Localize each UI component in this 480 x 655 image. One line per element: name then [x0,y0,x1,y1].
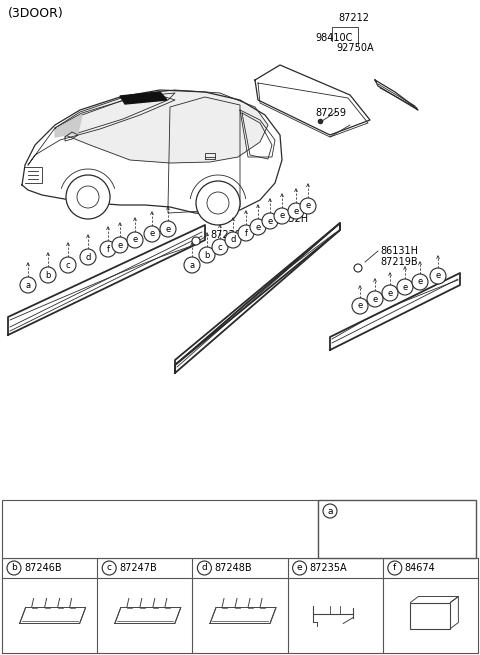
Text: b: b [204,250,210,259]
Text: e: e [402,282,408,291]
Circle shape [354,264,362,272]
Text: 87212: 87212 [338,13,369,23]
Text: 87229B: 87229B [210,230,248,240]
Circle shape [197,561,211,575]
Text: 92750A: 92750A [336,43,373,53]
Text: e: e [435,272,441,280]
Text: e: e [279,212,285,221]
Text: e: e [358,301,362,310]
Circle shape [127,232,143,248]
Circle shape [160,221,176,237]
Text: 87259: 87259 [315,108,346,118]
Text: a: a [25,280,31,290]
Text: 86132H: 86132H [270,214,308,224]
Polygon shape [120,92,167,104]
Circle shape [262,213,278,229]
Text: e: e [132,236,138,244]
Text: 87247B: 87247B [119,563,157,573]
FancyBboxPatch shape [410,603,450,629]
Text: e: e [372,295,378,303]
Polygon shape [55,115,82,137]
Circle shape [212,239,228,255]
Circle shape [274,208,290,224]
Circle shape [199,247,215,263]
Text: 87246B: 87246B [24,563,61,573]
Circle shape [397,279,413,295]
Text: c: c [107,563,112,572]
Circle shape [367,291,383,307]
Text: 87245B: 87245B [340,506,378,516]
Text: e: e [267,217,273,225]
Circle shape [60,257,76,273]
Circle shape [225,232,241,248]
Circle shape [20,277,36,293]
Text: e: e [255,223,261,231]
Circle shape [412,274,428,290]
Text: e: e [305,202,311,210]
Text: f: f [107,244,109,253]
Circle shape [323,504,337,518]
Text: a: a [327,506,333,515]
Text: 87248B: 87248B [215,563,252,573]
Text: e: e [166,225,170,233]
Text: e: e [297,563,302,572]
Text: f: f [244,229,248,238]
Circle shape [112,237,128,253]
Text: c: c [66,261,70,269]
Text: f: f [393,563,396,572]
Circle shape [184,257,200,273]
Polygon shape [55,90,268,163]
Circle shape [192,237,200,245]
Text: e: e [118,240,122,250]
Text: 84674: 84674 [405,563,435,573]
Circle shape [102,561,116,575]
Text: (3DOOR): (3DOOR) [8,7,64,20]
Circle shape [430,268,446,284]
Circle shape [66,175,110,219]
FancyBboxPatch shape [318,500,476,558]
FancyBboxPatch shape [2,500,318,558]
Text: e: e [149,229,155,238]
Circle shape [144,226,160,242]
Text: a: a [190,261,194,269]
Text: c: c [218,242,222,252]
Circle shape [293,561,307,575]
Circle shape [388,561,402,575]
Circle shape [300,198,316,214]
Text: 87219B: 87219B [380,257,418,267]
Circle shape [100,241,116,257]
Text: b: b [45,271,51,280]
Text: 98410C: 98410C [315,33,352,43]
Text: e: e [387,288,393,297]
Text: e: e [418,278,422,286]
Circle shape [352,298,368,314]
Circle shape [238,225,254,241]
Circle shape [7,561,21,575]
Circle shape [40,267,56,283]
Circle shape [288,203,304,219]
Text: 87235A: 87235A [310,563,347,573]
Circle shape [196,181,240,225]
Text: d: d [85,252,91,261]
Text: d: d [230,236,236,244]
Circle shape [80,249,96,265]
Text: d: d [202,563,207,572]
Text: 86131H: 86131H [380,246,418,256]
Text: e: e [293,206,299,215]
Text: b: b [11,563,17,572]
Circle shape [250,219,266,235]
Circle shape [382,285,398,301]
